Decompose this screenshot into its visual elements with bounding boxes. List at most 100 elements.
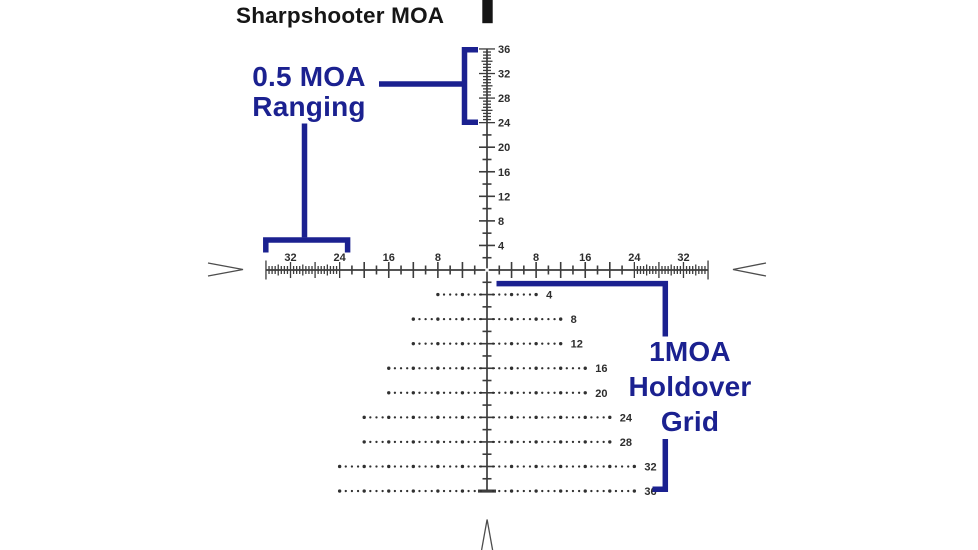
grid-dot	[509, 366, 514, 370]
grid-dot	[467, 391, 470, 394]
grid-dot	[596, 416, 599, 419]
grid-dot	[547, 317, 550, 321]
grid-dot	[498, 342, 501, 345]
grid-dot	[406, 465, 409, 468]
grid-dot	[602, 440, 605, 444]
grid-dot	[455, 416, 458, 419]
grid-dot	[534, 415, 538, 420]
grid-dot	[455, 367, 458, 370]
grid-dot	[467, 367, 470, 370]
grid-dot	[362, 415, 366, 420]
grid-dot	[522, 465, 525, 468]
grid-dot	[399, 367, 403, 370]
grid-dot	[498, 465, 501, 468]
grid-dot	[541, 342, 544, 345]
grid-row-label: 20	[595, 388, 607, 400]
grid-dot	[375, 489, 378, 493]
grid-dot	[375, 416, 378, 419]
grid-dot	[558, 415, 563, 420]
grid-dot	[473, 440, 476, 444]
grid-dot	[460, 415, 465, 420]
grid-dot	[596, 465, 599, 468]
grid-dot	[504, 317, 507, 321]
grid-dot	[442, 489, 446, 493]
grid-dot	[509, 341, 514, 346]
grid-dot	[516, 440, 519, 444]
grid-dot	[491, 416, 495, 419]
grid-dot	[528, 367, 532, 370]
grid-dot	[632, 464, 637, 469]
grid-dot	[558, 341, 563, 346]
grid-dot	[614, 489, 618, 493]
grid-dot	[449, 489, 452, 493]
grid-dot	[399, 465, 403, 468]
grid-dot	[460, 366, 465, 370]
grid-dot	[522, 489, 525, 493]
grid-dot	[449, 440, 452, 444]
grid-dot	[436, 366, 440, 370]
grid-dot	[411, 489, 416, 493]
tick-label: 8	[498, 216, 504, 228]
grid-dot	[491, 465, 495, 468]
grid-dot	[558, 440, 563, 444]
grid-dot	[498, 293, 501, 296]
grid-dot	[393, 465, 397, 468]
ranging-annotation-line2: Ranging	[252, 91, 366, 122]
grid-dot	[369, 440, 372, 444]
tick-label: 12	[498, 191, 510, 203]
grid-dot	[547, 342, 550, 345]
grid-dot	[547, 440, 550, 444]
grid-dot	[541, 367, 544, 370]
grid-dot	[547, 391, 550, 394]
grid-dot	[399, 416, 403, 419]
grid-dot	[571, 465, 575, 468]
grid-dot	[504, 416, 507, 419]
grid-dot	[430, 416, 433, 419]
tick-label: 4	[498, 240, 505, 252]
grid-dot	[608, 415, 612, 420]
grid-dot	[473, 489, 476, 493]
grid-dot	[436, 292, 440, 297]
grid-dot	[571, 367, 575, 370]
grid-dot	[509, 391, 514, 395]
grid-dot	[430, 391, 433, 394]
grid-dot	[491, 317, 495, 321]
grid-dot	[369, 489, 372, 493]
bottom-post-icon	[480, 519, 494, 550]
grid-dot	[534, 366, 538, 370]
ranging-annotation-line1: 0.5 MOA	[252, 61, 366, 92]
grid-dot	[528, 317, 532, 321]
grid-dot	[491, 489, 495, 493]
grid-dot	[362, 489, 366, 493]
grid-dot	[558, 391, 563, 395]
grid-dot	[449, 465, 452, 468]
grid-dot	[516, 391, 519, 394]
grid-dot	[504, 342, 507, 345]
grid-dot	[418, 440, 421, 444]
grid-dot	[577, 465, 581, 468]
grid-dot	[442, 367, 446, 370]
tick-label: 32	[677, 252, 689, 264]
grid-dot	[449, 342, 452, 345]
grid-dot	[522, 293, 525, 296]
grid-dot	[504, 293, 507, 296]
grid-dot	[534, 292, 538, 297]
grid-dot	[344, 489, 347, 493]
edge-markers	[207, 0, 767, 550]
grid-dot	[430, 465, 433, 468]
grid-dot	[553, 342, 556, 345]
grid-dot	[627, 489, 630, 493]
grid-dot	[387, 366, 391, 370]
grid-dot	[455, 293, 458, 296]
grid-dot	[516, 416, 519, 419]
grid-dot	[565, 489, 568, 493]
grid-row-label: 32	[644, 461, 656, 473]
grid-dot	[620, 465, 624, 468]
grid-dot	[583, 391, 587, 395]
grid-dot	[534, 489, 538, 493]
grid-dot	[534, 391, 538, 395]
holdover-annotation-line1: 1MOA	[649, 336, 731, 367]
grid-dot	[473, 367, 476, 370]
grid-dot	[571, 416, 575, 419]
